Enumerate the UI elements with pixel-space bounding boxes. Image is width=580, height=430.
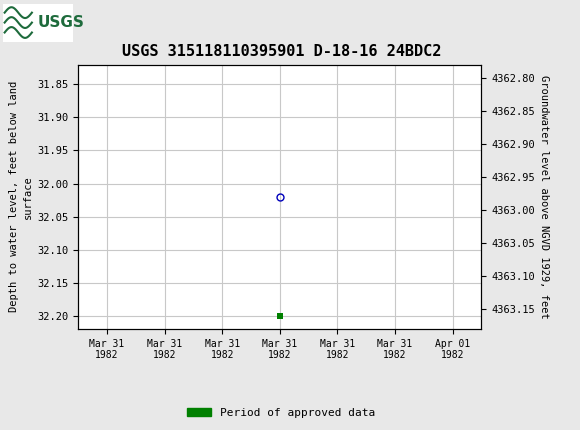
Text: USGS 315118110395901 D-18-16 24BDC2: USGS 315118110395901 D-18-16 24BDC2 xyxy=(122,44,441,59)
Y-axis label: Depth to water level, feet below land
surface: Depth to water level, feet below land su… xyxy=(9,81,33,312)
Y-axis label: Groundwater level above NGVD 1929, feet: Groundwater level above NGVD 1929, feet xyxy=(539,75,549,319)
Legend: Period of approved data: Period of approved data xyxy=(183,403,380,422)
FancyBboxPatch shape xyxy=(3,3,72,42)
Text: USGS: USGS xyxy=(38,15,85,30)
